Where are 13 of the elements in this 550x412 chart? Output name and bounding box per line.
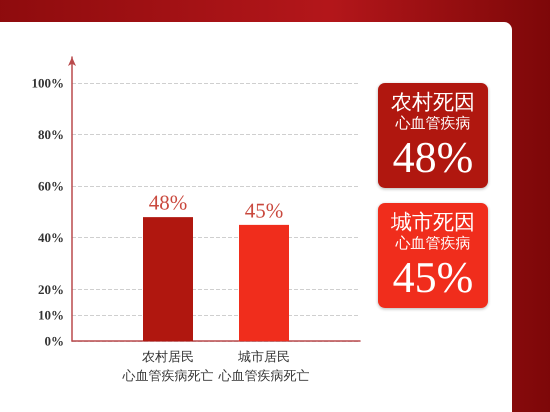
x-tick-label: 农村居民心血管疾病死亡 <box>122 348 214 385</box>
callout-box: 农村死因 心血管疾病 48% <box>378 83 488 188</box>
y-tick-label: 20% <box>38 282 64 297</box>
callout-box: 城市死因 心血管疾病 45% <box>378 203 488 308</box>
y-tick-label: 60% <box>38 178 64 194</box>
data-label: 45% <box>244 198 284 222</box>
y-tick-label: 40% <box>38 230 64 246</box>
y-tick-label: 100% <box>32 75 64 90</box>
y-tick-label: 80% <box>38 126 64 142</box>
x-tick-label: 城市居民心血管疾病死亡 <box>218 348 310 385</box>
y-tick-label: 10% <box>38 308 64 323</box>
data-label: 48% <box>148 190 188 215</box>
y-tick-label: 0% <box>44 334 64 348</box>
